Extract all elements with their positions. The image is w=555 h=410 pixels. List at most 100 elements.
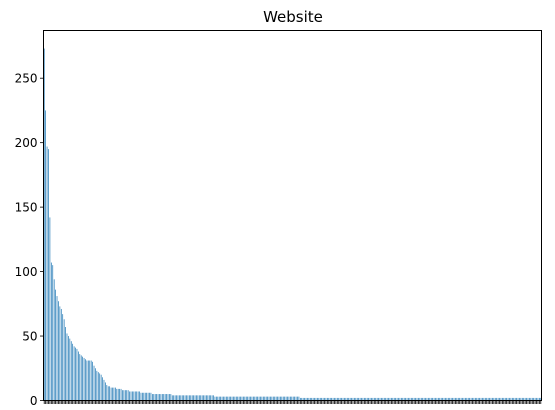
bar (198, 395, 200, 401)
bar (250, 396, 251, 401)
bar (483, 397, 485, 401)
bar (262, 396, 264, 401)
bar (83, 357, 85, 401)
bar (72, 343, 74, 401)
bar (99, 373, 101, 401)
bar (157, 394, 159, 401)
bar (445, 397, 446, 401)
bar (251, 396, 253, 401)
bar (193, 395, 194, 401)
bar (408, 397, 409, 401)
bar (489, 397, 490, 401)
bar (181, 395, 183, 401)
bar (392, 397, 394, 401)
bar (258, 396, 260, 401)
bar (410, 397, 412, 401)
bar (415, 397, 416, 401)
bar (224, 396, 226, 401)
bar (312, 397, 314, 401)
bar (460, 397, 462, 401)
bar (52, 265, 54, 401)
bar (169, 394, 170, 401)
bar (237, 396, 239, 401)
bar (331, 397, 332, 401)
bar (255, 396, 257, 401)
bar (275, 396, 277, 401)
y-tick-label: 200 (15, 136, 38, 150)
bar (314, 397, 315, 401)
bar (416, 397, 418, 401)
bar (393, 397, 395, 401)
bar (197, 395, 199, 401)
bar (479, 397, 480, 401)
bar (371, 397, 372, 401)
bar (171, 395, 173, 401)
bar (287, 396, 288, 401)
bar (86, 360, 88, 401)
bar (277, 396, 278, 401)
bar (163, 394, 165, 401)
bar (49, 217, 51, 401)
bar (253, 396, 254, 401)
bar (379, 397, 381, 401)
y-axis: 0 50 100 150 200 250 (15, 72, 44, 408)
bar (355, 397, 357, 401)
bar (429, 397, 431, 401)
bar (299, 397, 301, 401)
bar (65, 327, 66, 401)
bar (107, 386, 109, 401)
bar (204, 395, 206, 401)
bar (348, 397, 350, 401)
bar (412, 397, 414, 401)
bar (132, 391, 133, 401)
bar (191, 395, 193, 401)
bar (399, 397, 401, 401)
bar (413, 397, 415, 401)
bar (400, 397, 402, 401)
bar (267, 396, 268, 401)
bar (127, 390, 129, 401)
bar (516, 397, 517, 401)
bar (117, 388, 119, 401)
bar (466, 397, 468, 401)
bar (225, 396, 227, 401)
bar (227, 396, 229, 401)
bar (70, 341, 72, 401)
bar (274, 396, 276, 401)
bar (105, 382, 106, 401)
bar (396, 397, 398, 401)
bar (308, 397, 310, 401)
bar (402, 397, 404, 401)
bar (288, 396, 290, 401)
bar (465, 397, 466, 401)
bar (426, 397, 428, 401)
bar (228, 396, 230, 401)
bar (315, 397, 317, 401)
bar (435, 397, 436, 401)
bar (244, 396, 246, 401)
bar (200, 395, 202, 401)
bar (327, 397, 328, 401)
bar (196, 395, 197, 401)
bar (208, 395, 210, 401)
bar (95, 368, 96, 401)
bar (46, 146, 48, 401)
bar (210, 395, 212, 401)
bar (119, 388, 120, 401)
bar (490, 397, 492, 401)
plot-frame (43, 30, 542, 401)
bar (284, 396, 286, 401)
bar (529, 397, 530, 401)
bar (473, 397, 475, 401)
bar (504, 397, 506, 401)
bar (319, 397, 321, 401)
bar (110, 387, 112, 401)
bar (268, 396, 270, 401)
bar (260, 396, 261, 401)
bar (539, 397, 540, 401)
bar (406, 397, 408, 401)
bar (385, 397, 387, 401)
bar (433, 397, 435, 401)
bar (329, 397, 331, 401)
bar (359, 397, 361, 401)
